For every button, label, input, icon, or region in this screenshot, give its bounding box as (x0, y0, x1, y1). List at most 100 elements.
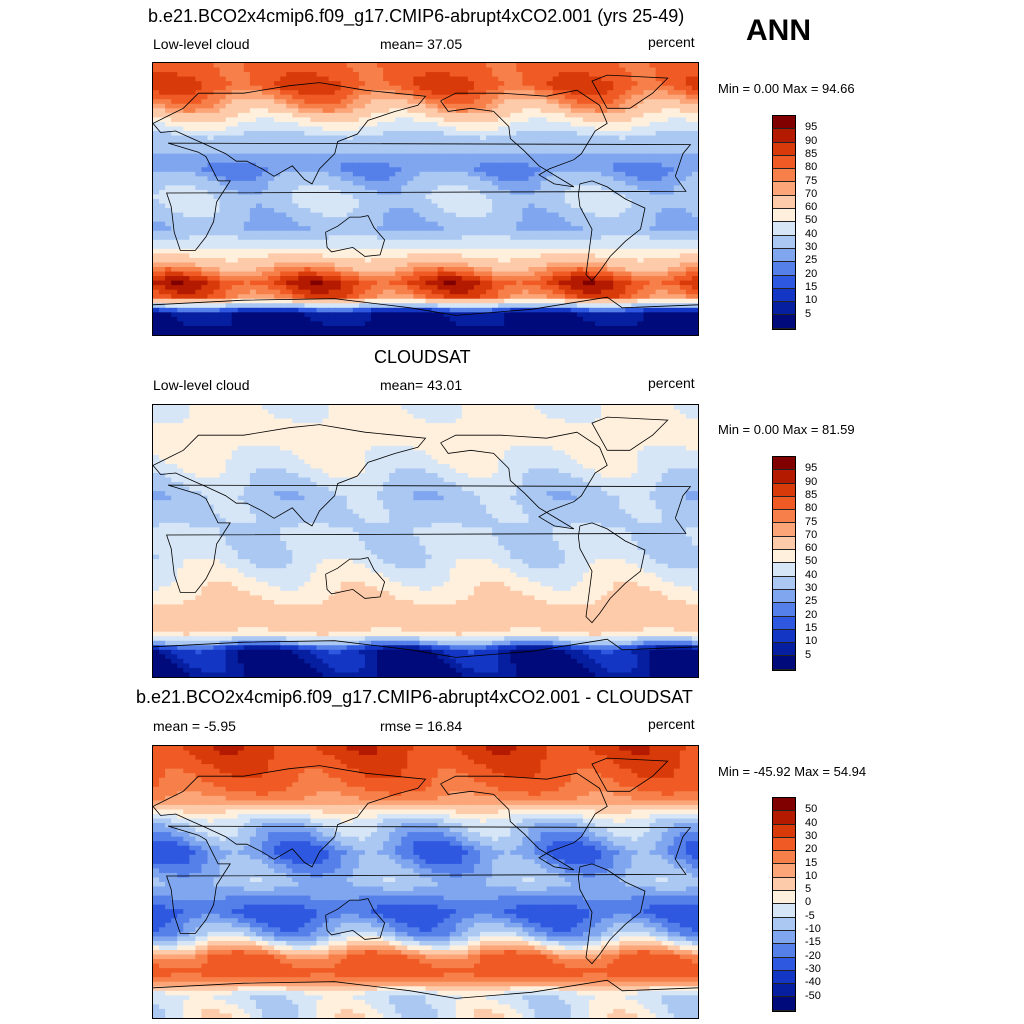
map-cell (467, 167, 475, 173)
map-cell (189, 72, 196, 78)
map-cell (316, 149, 324, 155)
map-cell (377, 85, 384, 91)
map-cell (679, 162, 687, 168)
map-cell (201, 271, 209, 277)
map-cell (691, 94, 698, 100)
map-cell (304, 171, 312, 177)
map-cell (558, 189, 566, 196)
map-cell (552, 63, 560, 69)
map-cell (679, 180, 687, 186)
map-cell (691, 289, 698, 295)
map-cell (377, 285, 384, 291)
map-cell (473, 131, 481, 137)
map-cell (334, 248, 342, 254)
map-cell (249, 180, 257, 186)
map-cell (419, 112, 427, 118)
map-cell (661, 76, 669, 82)
map-cell (582, 289, 590, 295)
map-cell (685, 72, 693, 78)
map-cell (667, 94, 675, 100)
map-cell (231, 162, 239, 168)
map-cell (316, 185, 324, 191)
map-cell (613, 171, 620, 177)
map-cell (443, 203, 451, 209)
map-cell (346, 153, 354, 159)
map-cell (419, 248, 427, 254)
map-cell (685, 112, 693, 118)
map-cell (655, 289, 663, 295)
map-cell (377, 180, 384, 186)
map-cell (667, 235, 675, 241)
map-cell (219, 303, 227, 309)
map-cell (601, 135, 608, 141)
map-cell (691, 63, 698, 69)
map-cell (364, 235, 372, 241)
map-cell (637, 63, 645, 69)
map-cell (685, 235, 693, 241)
map-cell (237, 217, 245, 223)
map-cell (631, 280, 639, 286)
map-cell (667, 112, 675, 118)
map-cell (655, 90, 663, 96)
map-cell (346, 99, 354, 105)
map-cell (322, 194, 330, 200)
map-cell (625, 153, 632, 159)
map-cell (268, 176, 275, 182)
map-cell (473, 294, 481, 300)
map-cell (395, 285, 402, 291)
map-cell (510, 217, 517, 223)
map-cell (552, 149, 560, 155)
map-cell (268, 276, 275, 282)
map-cell (298, 217, 305, 223)
map-cell (401, 117, 408, 123)
map-cell (262, 63, 269, 69)
map-cell (552, 235, 560, 241)
map-cell (219, 90, 227, 96)
map-cell (601, 117, 608, 123)
map-cell (582, 63, 590, 69)
map-cell (649, 103, 657, 109)
map-cell (685, 271, 693, 277)
map-cell (522, 99, 530, 105)
map-cell (631, 189, 639, 196)
map-cell (243, 85, 251, 91)
map-cell (455, 153, 463, 159)
map-cell (340, 280, 348, 286)
map-cell (413, 180, 421, 186)
map-cell (419, 121, 427, 128)
map-cell (625, 121, 632, 128)
map-cell (183, 185, 190, 191)
map-cell (340, 271, 348, 277)
map-cell (431, 180, 439, 186)
map-cell (153, 203, 160, 209)
map-cell (589, 85, 596, 91)
map-cell (262, 217, 269, 223)
map-cell (570, 262, 578, 268)
map-cell (431, 63, 439, 69)
map-cell (528, 235, 536, 241)
map-cell (292, 131, 299, 137)
map-cell (407, 276, 414, 282)
map-cell (643, 112, 651, 118)
map-cell (419, 149, 427, 155)
map-cell (377, 140, 384, 146)
map-cell (286, 117, 293, 123)
map-cell (649, 271, 657, 277)
map-cell (304, 262, 312, 268)
map-cell (316, 158, 324, 164)
map-cell (268, 221, 275, 227)
map-cell (480, 85, 487, 91)
map-cell (498, 176, 505, 182)
map-cell (389, 185, 396, 191)
map-cell (213, 108, 221, 114)
map-cell (195, 289, 203, 295)
map-cell (625, 185, 632, 191)
map-cell (262, 194, 269, 200)
map-cell (249, 67, 257, 73)
map-cell (310, 276, 318, 282)
map-cell (237, 144, 245, 150)
map-cell (189, 67, 196, 73)
map-cell (649, 171, 657, 177)
map-cell (371, 289, 378, 295)
map-cell (589, 171, 596, 177)
